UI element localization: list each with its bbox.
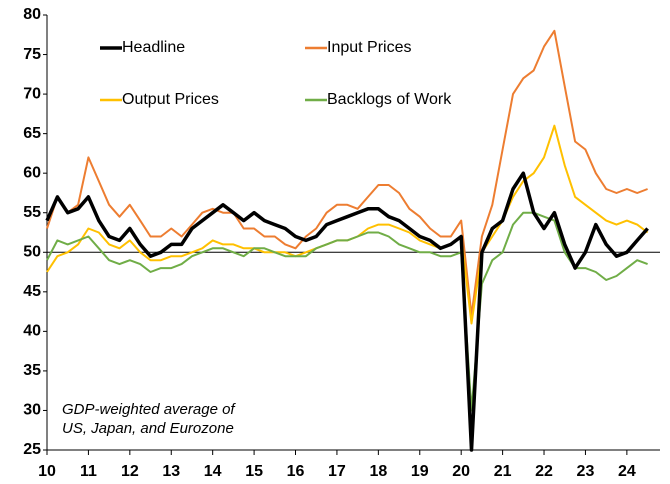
y-tick-label: 40 xyxy=(23,323,41,340)
x-tick-label: 19 xyxy=(411,463,429,480)
x-tick-label: 18 xyxy=(369,463,387,480)
y-tick-label: 55 xyxy=(23,204,41,221)
legend-label: Input Prices xyxy=(327,39,411,56)
legend-label: Output Prices xyxy=(122,91,219,108)
x-tick-label: 16 xyxy=(287,463,305,480)
series-line xyxy=(46,29,648,317)
x-tick-label: 13 xyxy=(162,463,180,480)
x-tick-label: 17 xyxy=(328,463,346,480)
y-tick-label: 70 xyxy=(23,85,41,102)
x-tick-label: 11 xyxy=(80,463,97,480)
x-tick-label: 24 xyxy=(618,463,636,480)
x-tick-label: 22 xyxy=(535,463,553,480)
annotation: GDP-weighted average of xyxy=(62,401,236,418)
y-tick-label: 75 xyxy=(23,46,41,63)
y-tick-label: 35 xyxy=(23,362,41,379)
y-tick-label: 60 xyxy=(23,164,41,181)
y-tick-label: 80 xyxy=(23,6,41,23)
x-tick-label: 12 xyxy=(121,463,139,480)
annotation: US, Japan, and Eurozone xyxy=(62,420,234,437)
series-line xyxy=(45,171,649,452)
y-tick-label: 50 xyxy=(23,243,41,260)
legend-label: Headline xyxy=(122,39,185,56)
x-tick-label: 15 xyxy=(245,463,263,480)
y-tick-label: 30 xyxy=(23,402,41,419)
x-tick-label: 23 xyxy=(577,463,595,480)
y-tick-label: 25 xyxy=(23,441,41,458)
x-tick-label: 20 xyxy=(452,463,470,480)
x-tick-label: 21 xyxy=(494,463,512,480)
legend-label: Backlogs of Work xyxy=(327,91,452,108)
y-tick-label: 65 xyxy=(23,125,41,142)
y-tick-label: 45 xyxy=(23,283,41,300)
series-line xyxy=(46,211,648,412)
x-tick-label: 14 xyxy=(204,463,222,480)
x-tick-label: 10 xyxy=(38,463,56,480)
